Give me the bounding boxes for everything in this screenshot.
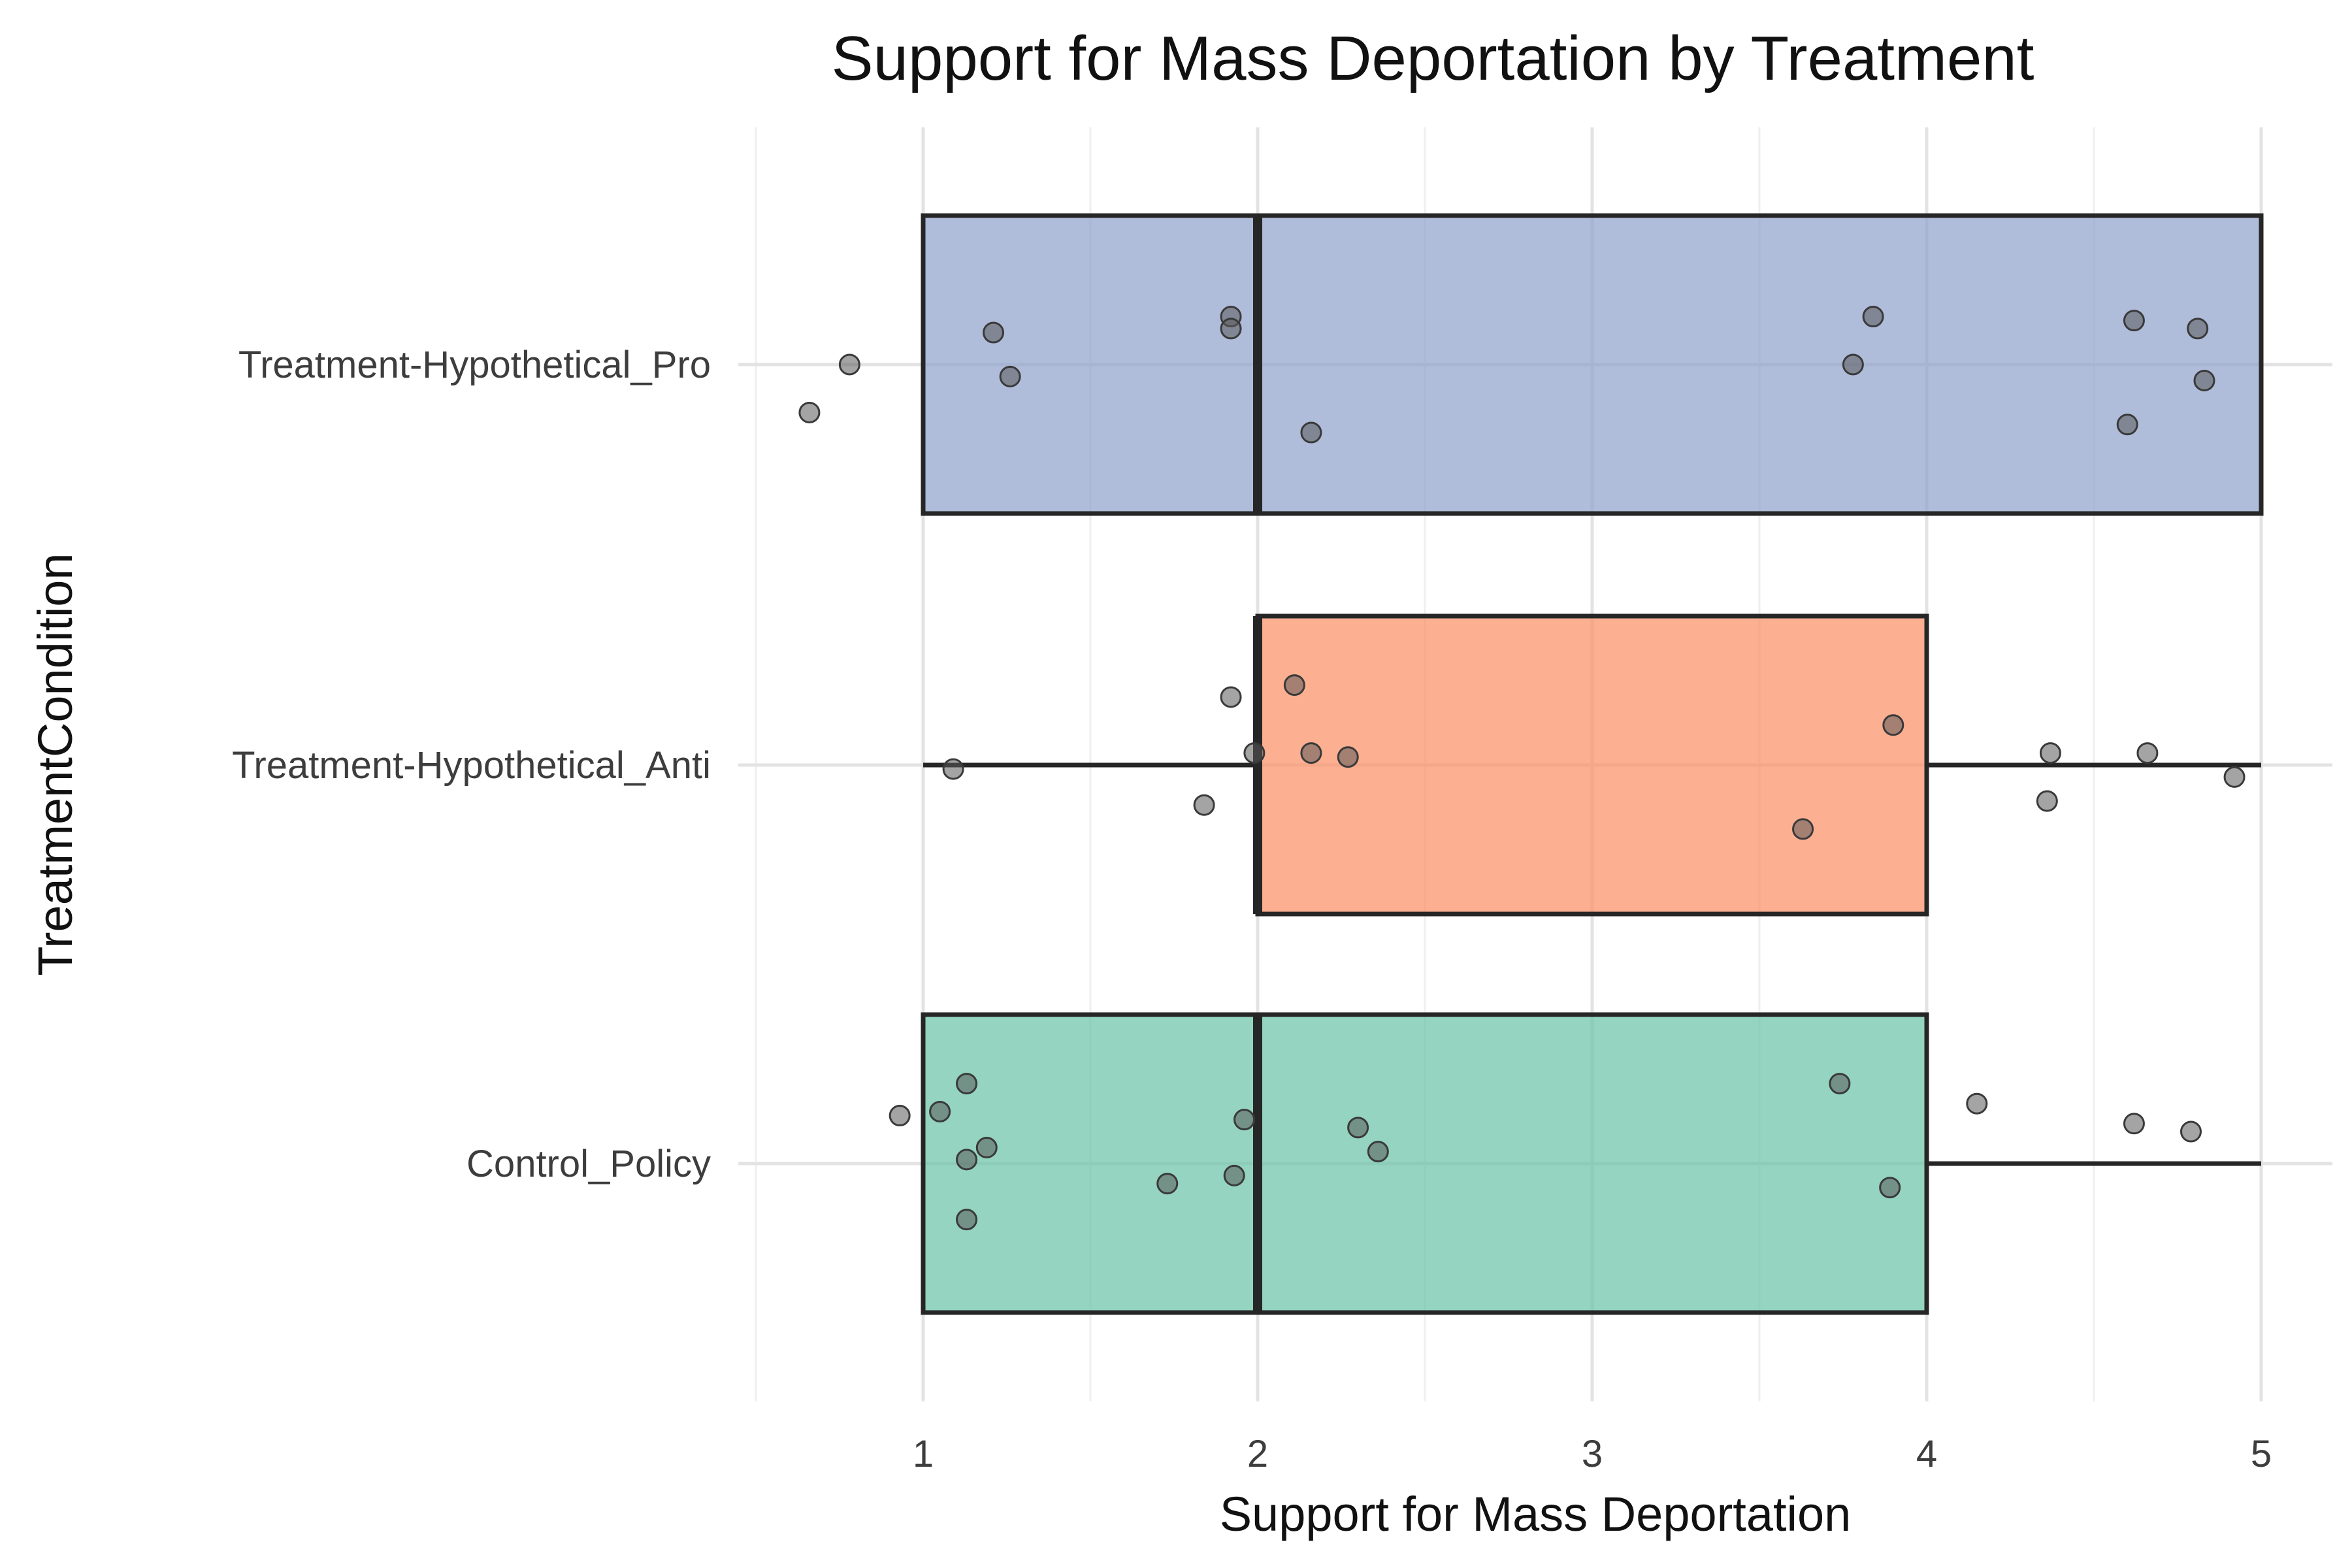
box-layer (921, 213, 2264, 1315)
data-point (999, 365, 1021, 387)
data-point (798, 401, 821, 423)
data-point (2136, 742, 2159, 764)
data-point (975, 1137, 998, 1159)
data-point (1367, 1141, 1389, 1163)
y-axis-ticks: Treatment-Hypothetical_Pro Treatment-Hypo… (232, 344, 711, 1185)
data-point (1879, 1177, 1901, 1199)
box-iqr (921, 1012, 1929, 1315)
data-point (1233, 1109, 1256, 1131)
points-layer (798, 306, 2246, 1231)
box-group (921, 1012, 2261, 1315)
data-point (1300, 742, 1322, 764)
data-point (1300, 421, 1322, 444)
data-point (1966, 1092, 1988, 1115)
data-point (2123, 1113, 2145, 1135)
data-point (2039, 742, 2061, 764)
data-point (956, 1209, 978, 1231)
data-point (2123, 310, 2145, 332)
data-point (983, 321, 1005, 344)
data-point (942, 758, 964, 780)
y-axis-title: TreatmentCondition (28, 553, 82, 975)
box-iqr (1255, 613, 1929, 917)
y-tick-label: Treatment-Hypothetical_Pro (238, 344, 711, 386)
data-point (1223, 1164, 1245, 1186)
box-group (921, 213, 2264, 516)
data-point (956, 1149, 978, 1171)
data-point (2223, 766, 2246, 788)
x-tick-label: 4 (1916, 1433, 1937, 1475)
data-point (1283, 674, 1305, 696)
data-point (929, 1100, 951, 1122)
data-point (1862, 306, 1884, 328)
data-point (1842, 353, 1864, 376)
chart-title: Support for Mass Deportation by Treatmen… (832, 24, 2034, 93)
box-group (923, 613, 2261, 917)
data-point (2116, 414, 2138, 436)
data-point (1347, 1117, 1369, 1139)
y-tick-label: Treatment-Hypothetical_Anti (232, 744, 711, 787)
data-point (1193, 794, 1215, 816)
data-point (838, 353, 860, 376)
data-point (1792, 818, 1814, 840)
x-tick-label: 3 (1582, 1433, 1603, 1475)
data-point (1243, 742, 1266, 764)
x-axis-title: Support for Mass Deportation (1220, 1487, 1852, 1541)
data-point (1156, 1173, 1179, 1195)
x-tick-label: 2 (1247, 1433, 1268, 1475)
x-tick-label: 5 (2251, 1433, 2272, 1475)
box-iqr (921, 213, 2264, 516)
x-axis-ticks: 1 2 3 4 5 (913, 1433, 2272, 1475)
data-point (1882, 714, 1904, 736)
data-point (2036, 790, 2058, 812)
data-point (1220, 686, 1242, 708)
x-tick-label: 1 (913, 1433, 934, 1475)
data-point (2180, 1120, 2202, 1143)
data-point (956, 1073, 978, 1095)
data-point (1337, 746, 1359, 768)
data-point (2193, 369, 2215, 391)
data-point (889, 1105, 911, 1127)
data-point (2187, 318, 2209, 340)
data-point (1220, 318, 1242, 340)
y-tick-label: Control_Policy (466, 1143, 711, 1185)
data-point (1829, 1073, 1851, 1095)
